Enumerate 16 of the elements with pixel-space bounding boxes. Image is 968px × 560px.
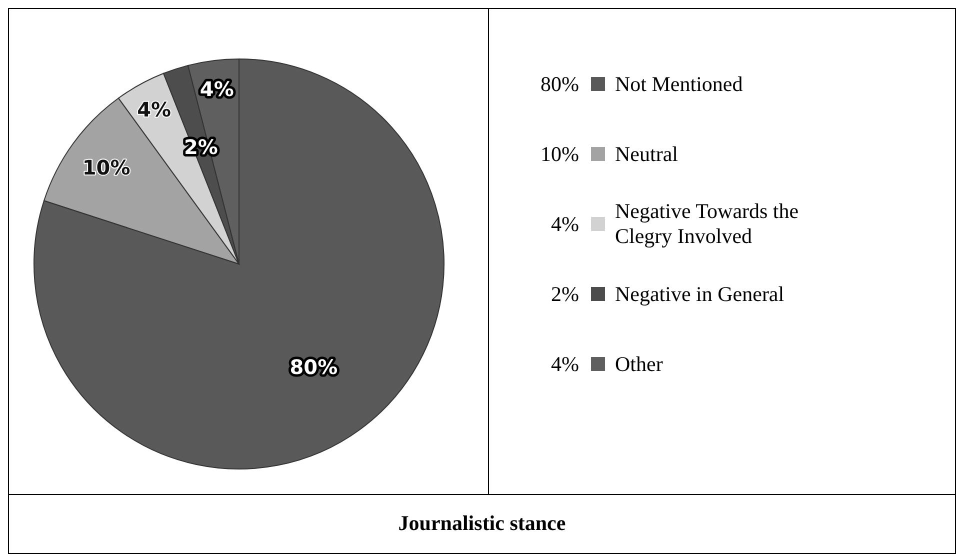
text: 4% <box>551 352 579 376</box>
legend-label: Other <box>615 352 664 376</box>
legend-label: Not Mentioned <box>615 72 744 96</box>
data-label: 4% <box>137 98 172 122</box>
text: 4% <box>551 212 579 236</box>
legend-label: Negative in General <box>615 282 786 306</box>
text: 2% <box>551 282 579 306</box>
text: Journalistic stance <box>397 510 567 537</box>
data-label: 4% <box>200 77 234 102</box>
text: 10% <box>540 142 579 166</box>
pie-slice <box>34 58 444 470</box>
data-label: 80% <box>290 354 338 379</box>
legend-label: Negative Towards the Clegry Involved <box>615 199 800 249</box>
data-label: 10% <box>82 156 130 180</box>
legend-label: Neutral <box>615 142 679 166</box>
text: 80% <box>540 72 579 96</box>
